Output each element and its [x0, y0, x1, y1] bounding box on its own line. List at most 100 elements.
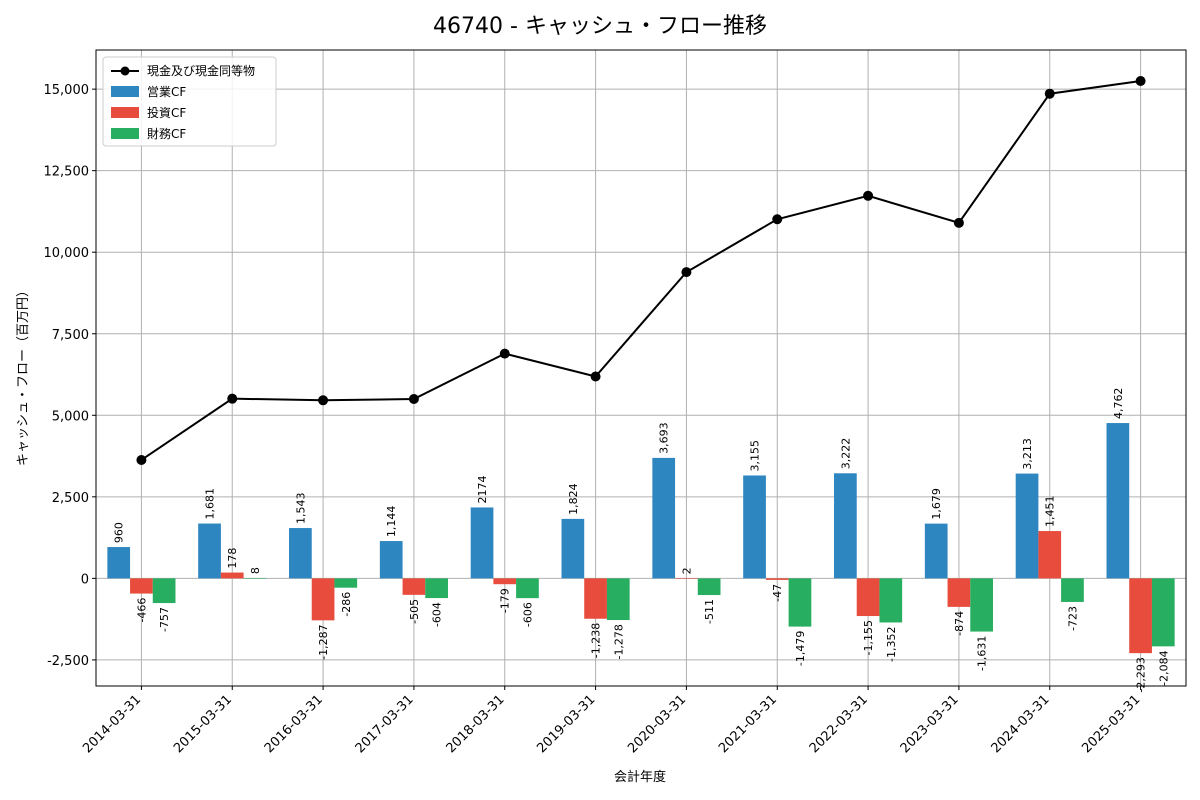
bar-value-label: 2 — [680, 567, 693, 574]
legend-label: 現金及び現金同等物 — [147, 63, 255, 78]
bar-value-label: -2,293 — [1135, 657, 1148, 692]
cash-line-point — [318, 395, 329, 406]
bar-投資CF — [675, 578, 698, 579]
x-tick-label: 2023-03-31 — [898, 692, 962, 756]
cash-line-path — [140, 79, 1141, 461]
bar-value-label: -179 — [499, 588, 512, 613]
bar-value-label: 1,451 — [1044, 496, 1057, 528]
cash-line-point — [1135, 75, 1146, 86]
bar-value-label: 1,824 — [567, 483, 580, 515]
y-tick-label: 12,500 — [44, 165, 90, 180]
cash-line-point — [953, 217, 964, 228]
bar-財務CF — [334, 578, 358, 588]
legend-swatch — [111, 107, 139, 118]
bar-value-label: -505 — [408, 599, 421, 624]
bar-投資CF — [402, 578, 426, 595]
bar-財務CF — [606, 578, 630, 621]
cash-line-point — [681, 267, 692, 278]
y-tick-label: -2,500 — [47, 654, 89, 669]
bar-value-label: -511 — [703, 599, 716, 624]
bar-営業CF — [652, 457, 676, 579]
x-tick-label: 2018-03-31 — [444, 692, 508, 756]
bar-営業CF — [1106, 423, 1130, 579]
chart-title: 46740 - キャッシュ・フロー推移 — [433, 14, 767, 39]
y-tick-label: 0 — [81, 572, 89, 587]
y-tick-label: 15,000 — [44, 83, 90, 98]
legend-line-marker — [120, 66, 130, 76]
x-tick-label: 2014-03-31 — [80, 692, 144, 756]
bar-value-label: 8 — [249, 567, 262, 574]
bar-財務CF — [516, 578, 539, 599]
bar-value-label: -1,479 — [794, 631, 807, 666]
bar-value-label: -606 — [521, 602, 534, 627]
bar-value-label: 3,693 — [658, 422, 671, 454]
bar-財務CF — [425, 578, 448, 599]
x-tick-label: 2025-03-31 — [1079, 692, 1143, 756]
legend-box — [102, 56, 277, 147]
bar-value-label: 4,762 — [1112, 388, 1125, 420]
bars — [107, 423, 1175, 654]
bar-value-label: 1,543 — [294, 493, 307, 525]
y-tick-label: 5,000 — [52, 409, 89, 424]
cash-line-point — [1044, 88, 1055, 99]
bar-財務CF — [1151, 578, 1175, 647]
bar-value-label: -466 — [135, 598, 148, 623]
cash-line-point — [136, 454, 147, 465]
bar-value-label: -757 — [158, 607, 171, 632]
bar-value-label: -1,238 — [590, 623, 603, 658]
bar-value-label: -47 — [771, 584, 784, 602]
bar-財務CF — [1061, 578, 1084, 602]
bar-営業CF — [289, 528, 312, 579]
bar-value-label: -1,155 — [862, 620, 875, 655]
bar-value-label: -2,084 — [1157, 650, 1170, 685]
legend-swatch — [111, 128, 139, 139]
bar-value-label: 3,222 — [839, 438, 852, 470]
bar-value-label: -1,287 — [317, 624, 330, 659]
bar-投資CF — [584, 578, 607, 619]
legend-label: 財務CF — [147, 126, 186, 141]
bar-value-label: -1,631 — [976, 636, 989, 671]
bar-営業CF — [743, 475, 766, 579]
bar-投資CF — [130, 578, 153, 594]
cash-line-point — [499, 348, 510, 359]
cash-line-point — [772, 214, 783, 225]
bar-営業CF — [107, 547, 131, 579]
legend-label: 営業CF — [147, 85, 186, 99]
bar-value-label: 3,213 — [1021, 438, 1034, 470]
bar-value-label: 1,679 — [930, 488, 943, 520]
x-axis-label: 会計年度 — [614, 769, 666, 785]
bar-営業CF — [379, 541, 403, 579]
bar-営業CF — [561, 518, 585, 579]
bar-投資CF — [947, 578, 971, 607]
y-tick-label: 2,500 — [52, 491, 89, 506]
bar-value-label: 960 — [113, 522, 126, 543]
bar-value-label: -286 — [340, 592, 353, 617]
cash-line-point — [227, 393, 238, 404]
bar-営業CF — [834, 473, 857, 579]
bar-value-label: 1,144 — [385, 506, 398, 538]
bar-投資CF — [1129, 578, 1152, 654]
cash-line-point — [590, 371, 601, 382]
bar-投資CF — [1038, 531, 1062, 579]
bar-営業CF — [1015, 473, 1039, 579]
bar-投資CF — [856, 578, 880, 617]
bar-財務CF — [697, 578, 721, 596]
bar-投資CF — [311, 578, 335, 621]
bar-営業CF — [924, 523, 948, 579]
x-tick-label: 2017-03-31 — [353, 692, 417, 756]
bar-value-label: 178 — [226, 548, 239, 569]
x-tick-label: 2019-03-31 — [534, 692, 598, 756]
bar-営業CF — [198, 523, 221, 579]
cash-line — [136, 75, 1146, 465]
x-tick-label: 2015-03-31 — [171, 692, 235, 756]
bar-投資CF — [765, 578, 789, 580]
bar-value-label: -604 — [431, 602, 444, 627]
bar-value-label: -874 — [953, 611, 966, 636]
x-tick-label: 2022-03-31 — [807, 692, 871, 756]
bar-value-label: 1,681 — [204, 488, 217, 520]
bar-value-label: -1,352 — [885, 626, 898, 661]
bar-財務CF — [243, 578, 267, 579]
bar-value-label: -1,278 — [612, 624, 625, 659]
